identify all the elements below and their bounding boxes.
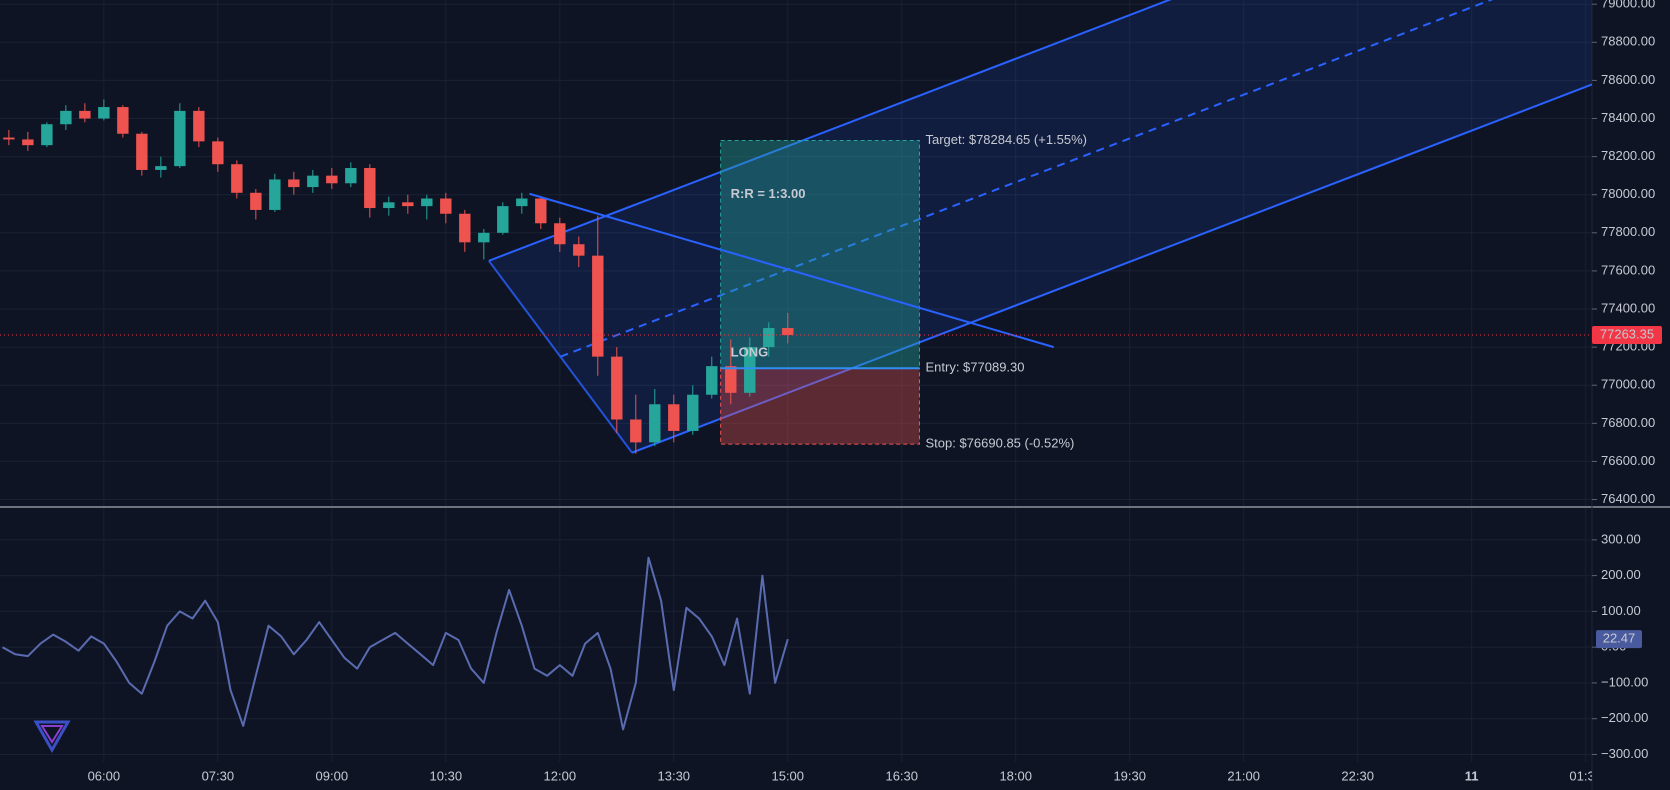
y-tick-label: 78400.00 (1601, 110, 1655, 125)
candle-body (79, 110, 91, 119)
last-price-tag (1592, 326, 1662, 345)
y-tick-label: 76800.00 (1601, 415, 1655, 430)
candle-body (649, 404, 661, 443)
entry-label: Entry: $77089.30 (925, 360, 1024, 375)
candle-body (345, 168, 357, 184)
y-tick-label: −200.00 (1601, 710, 1648, 725)
y-tick-label: 78200.00 (1601, 148, 1655, 163)
x-tick-label: 15:00 (771, 768, 804, 783)
candle-body (630, 419, 642, 443)
grid-top (0, 0, 1592, 506)
y-tick-label: 78600.00 (1601, 72, 1655, 87)
target-label: Target: $78284.65 (+1.55%) (925, 132, 1087, 147)
y-tick-label: 77600.00 (1601, 262, 1655, 277)
price-pane: LONG R:R = 1:3.00 Target: $78284.65 (+1.55… (0, 0, 1592, 454)
candle-body (763, 328, 775, 348)
trendline (529, 192, 1055, 349)
candle-body (3, 137, 15, 140)
candle-body (136, 133, 148, 170)
candle-body (706, 366, 718, 395)
candle-body (725, 366, 737, 393)
candle-body (535, 198, 547, 224)
x-tick-label: 10:30 (430, 768, 463, 783)
side-label: LONG (731, 345, 769, 360)
y-tick-label: 100.00 (1601, 603, 1641, 618)
candle-body (193, 110, 205, 142)
x-tick-label: 13:30 (658, 768, 691, 783)
pitchfork-lower (631, 83, 1592, 454)
time-axis: 06:00 07:30 09:00 10:30 12:00 13:30 15:00 16:30… (88, 768, 1602, 783)
candle-body (212, 141, 224, 165)
candle-body (402, 202, 414, 207)
y-tick-label: 77800.00 (1601, 224, 1655, 239)
candle-body (383, 202, 395, 209)
x-tick-label: 16:30 (885, 768, 918, 783)
y-tick-label: 200.00 (1601, 567, 1641, 582)
y-tick-label: 77000.00 (1601, 377, 1655, 392)
candle-body (155, 166, 167, 170)
y-tick-label: 300.00 (1601, 531, 1641, 546)
x-tick-label: 07:30 (202, 768, 235, 783)
oscillator-line (2, 556, 789, 731)
candle-body (41, 124, 53, 146)
last-value-tag (1596, 630, 1642, 649)
target-zone (720, 140, 920, 369)
y-tick-label: −300.00 (1601, 746, 1648, 761)
y-tick-label: 76600.00 (1601, 453, 1655, 468)
y-tick-label: 76400.00 (1601, 491, 1655, 506)
candle-body (611, 356, 623, 420)
x-tick-label: 21:00 (1227, 768, 1260, 783)
candle-body (573, 244, 585, 256)
oscillator-pane (2, 556, 789, 731)
candle-body (364, 168, 376, 209)
candle-body (744, 347, 756, 393)
x-tick-label: 22:30 (1341, 768, 1374, 783)
pitchfork-handle (488, 260, 633, 454)
candle-body (497, 206, 509, 233)
x-tick-label: 06:00 (88, 768, 121, 783)
last-value-label: 22.47 (1603, 631, 1636, 646)
y-tick-label: 77400.00 (1601, 300, 1655, 315)
last-price-label: 77263.35 (1600, 326, 1654, 341)
x-tick-label: 09:00 (316, 768, 349, 783)
x-tick-label: 18:00 (999, 768, 1032, 783)
candle-body (554, 223, 566, 245)
candle-body (326, 175, 338, 184)
stop-label: Stop: $76690.85 (-0.52%) (925, 436, 1074, 451)
candle-body (478, 232, 490, 243)
x-tick-label: 19:30 (1113, 768, 1146, 783)
candle-body (459, 213, 471, 243)
logo (33, 720, 71, 754)
candle-body (516, 198, 528, 207)
candle-body (250, 192, 262, 210)
x-tick-label: 01:30 (1569, 768, 1602, 783)
candle-body (60, 110, 72, 125)
ratio-label: R:R = 1:3.00 (731, 186, 806, 201)
candle-body (687, 394, 699, 431)
candle-body (98, 107, 110, 119)
candle-body (440, 198, 452, 214)
y-tick-label: 78000.00 (1601, 186, 1655, 201)
pitchfork-upper (488, 0, 1172, 262)
y-tick-label: −100.00 (1601, 674, 1648, 689)
candle-body (592, 255, 604, 357)
y-tick-label: 78800.00 (1601, 34, 1655, 49)
candle-body (231, 164, 243, 193)
y-tick-label: 79000.00 (1601, 0, 1655, 11)
candle-body (174, 110, 186, 167)
candle-body (269, 179, 281, 210)
candle-body (117, 107, 129, 134)
candle-body (307, 175, 319, 188)
grid-bottom (0, 508, 1592, 762)
candle-body (668, 404, 680, 431)
x-tick-label: 11 (1465, 768, 1479, 783)
candle-body (782, 328, 794, 336)
candle-body (22, 139, 34, 146)
candle-body (421, 198, 433, 207)
x-tick-label: 12:00 (544, 768, 577, 783)
candle-body (288, 179, 300, 188)
pitchfork-median (560, 0, 1494, 358)
